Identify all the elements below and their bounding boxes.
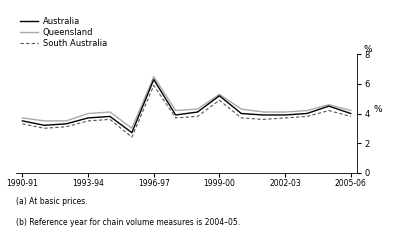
Y-axis label: %: % xyxy=(374,104,382,114)
Legend: Australia, Queensland, South Australia: Australia, Queensland, South Australia xyxy=(20,17,107,48)
Text: (a) At basic prices.: (a) At basic prices. xyxy=(16,197,87,207)
Text: (b) Reference year for chain volume measures is 2004–05.: (b) Reference year for chain volume meas… xyxy=(16,218,240,227)
Text: %: % xyxy=(363,45,372,54)
